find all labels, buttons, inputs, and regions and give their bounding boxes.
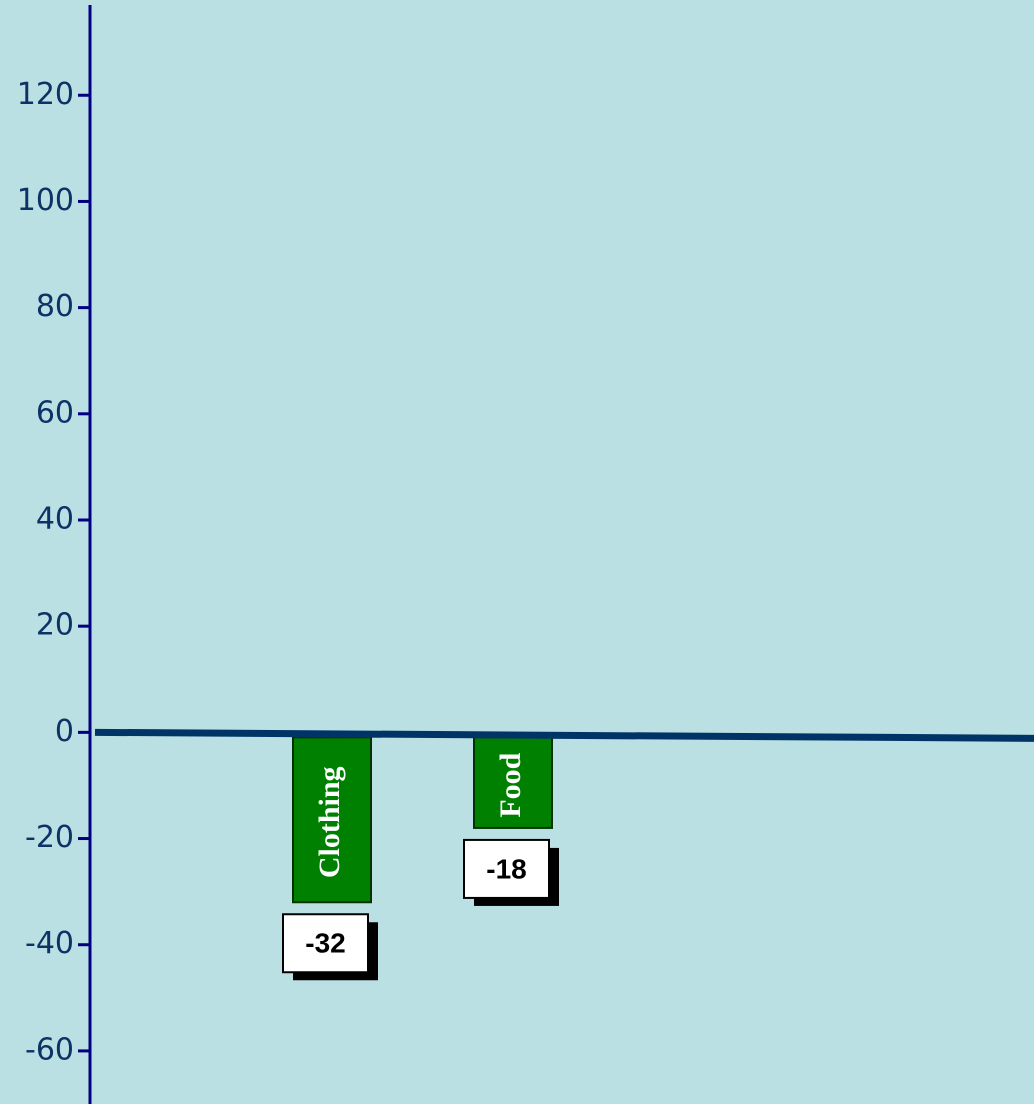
value-label: -32 [305,928,345,959]
bar [292,736,372,904]
category-label: Clothing [313,766,346,878]
y-tick-label: 0 [55,714,74,749]
y-tick-label: 80 [36,289,74,324]
y-tick-label: 40 [36,501,74,536]
zero-line [94,728,1034,742]
y-tick-label: 60 [36,395,74,430]
category-label: Food [494,752,527,817]
y-tick-label: 20 [36,608,74,643]
bar [473,736,553,829]
y-tick-label: -20 [25,820,74,855]
y-tick-label: 100 [17,183,74,218]
value-label: -18 [486,853,526,884]
y-tick-label: -60 [25,1032,74,1067]
y-tick-label: -40 [25,926,74,961]
value-label-box [282,913,369,974]
value-label-box [463,838,550,899]
y-tick-label: 120 [17,77,74,112]
